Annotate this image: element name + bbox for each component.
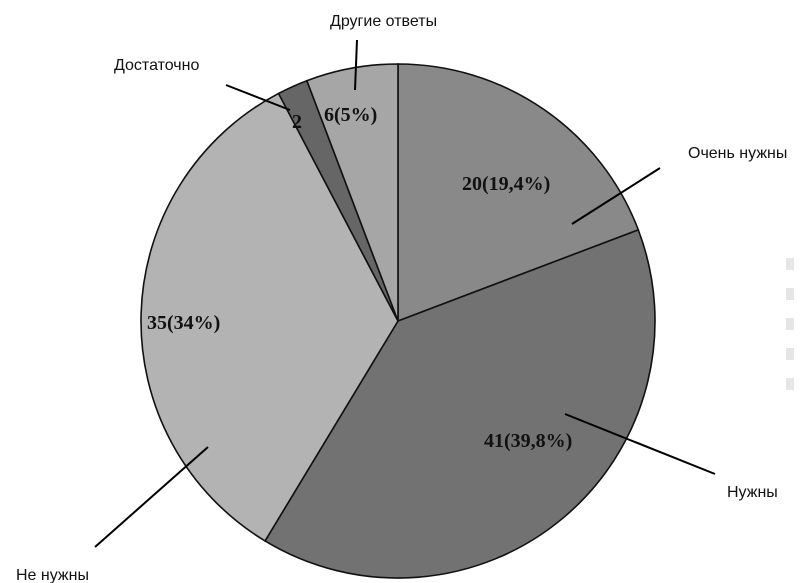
leader-line-very-needed — [571, 167, 661, 225]
slice-label-other: 6(5%) — [324, 104, 377, 126]
leader-lines — [94, 39, 716, 548]
leader-line-other — [354, 39, 358, 91]
category-label-needed: Нужны — [727, 484, 778, 501]
pie-slices — [140, 63, 656, 579]
slice-label-very-needed: 20(19,4%) — [462, 173, 550, 195]
category-label-very-needed: Очень нужны — [688, 145, 787, 162]
slice-label-enough: 2 — [292, 111, 302, 133]
slice-label-needed: 41(39,8%) — [484, 430, 572, 452]
category-label-enough: Достаточно — [114, 57, 199, 74]
pie-slice-other — [305, 63, 399, 322]
slice-label-not-needed: 35(34%) — [147, 312, 220, 334]
pie-slice-needed — [263, 228, 656, 579]
faded-mark — [786, 288, 794, 300]
faded-mark — [786, 378, 794, 390]
faded-mark — [786, 318, 794, 330]
category-label-not-needed: Не нужны — [16, 567, 89, 583]
faded-mark — [786, 348, 794, 360]
faded-mark — [786, 258, 794, 270]
leader-line-enough — [225, 84, 291, 111]
faded-edge-marks — [786, 258, 794, 390]
leader-line-not-needed — [94, 446, 209, 548]
pie-slice-not-needed — [140, 92, 399, 543]
pie-slice-very-needed — [397, 63, 640, 323]
category-label-other: Другие ответы — [330, 13, 437, 30]
leader-line-needed — [564, 413, 716, 475]
